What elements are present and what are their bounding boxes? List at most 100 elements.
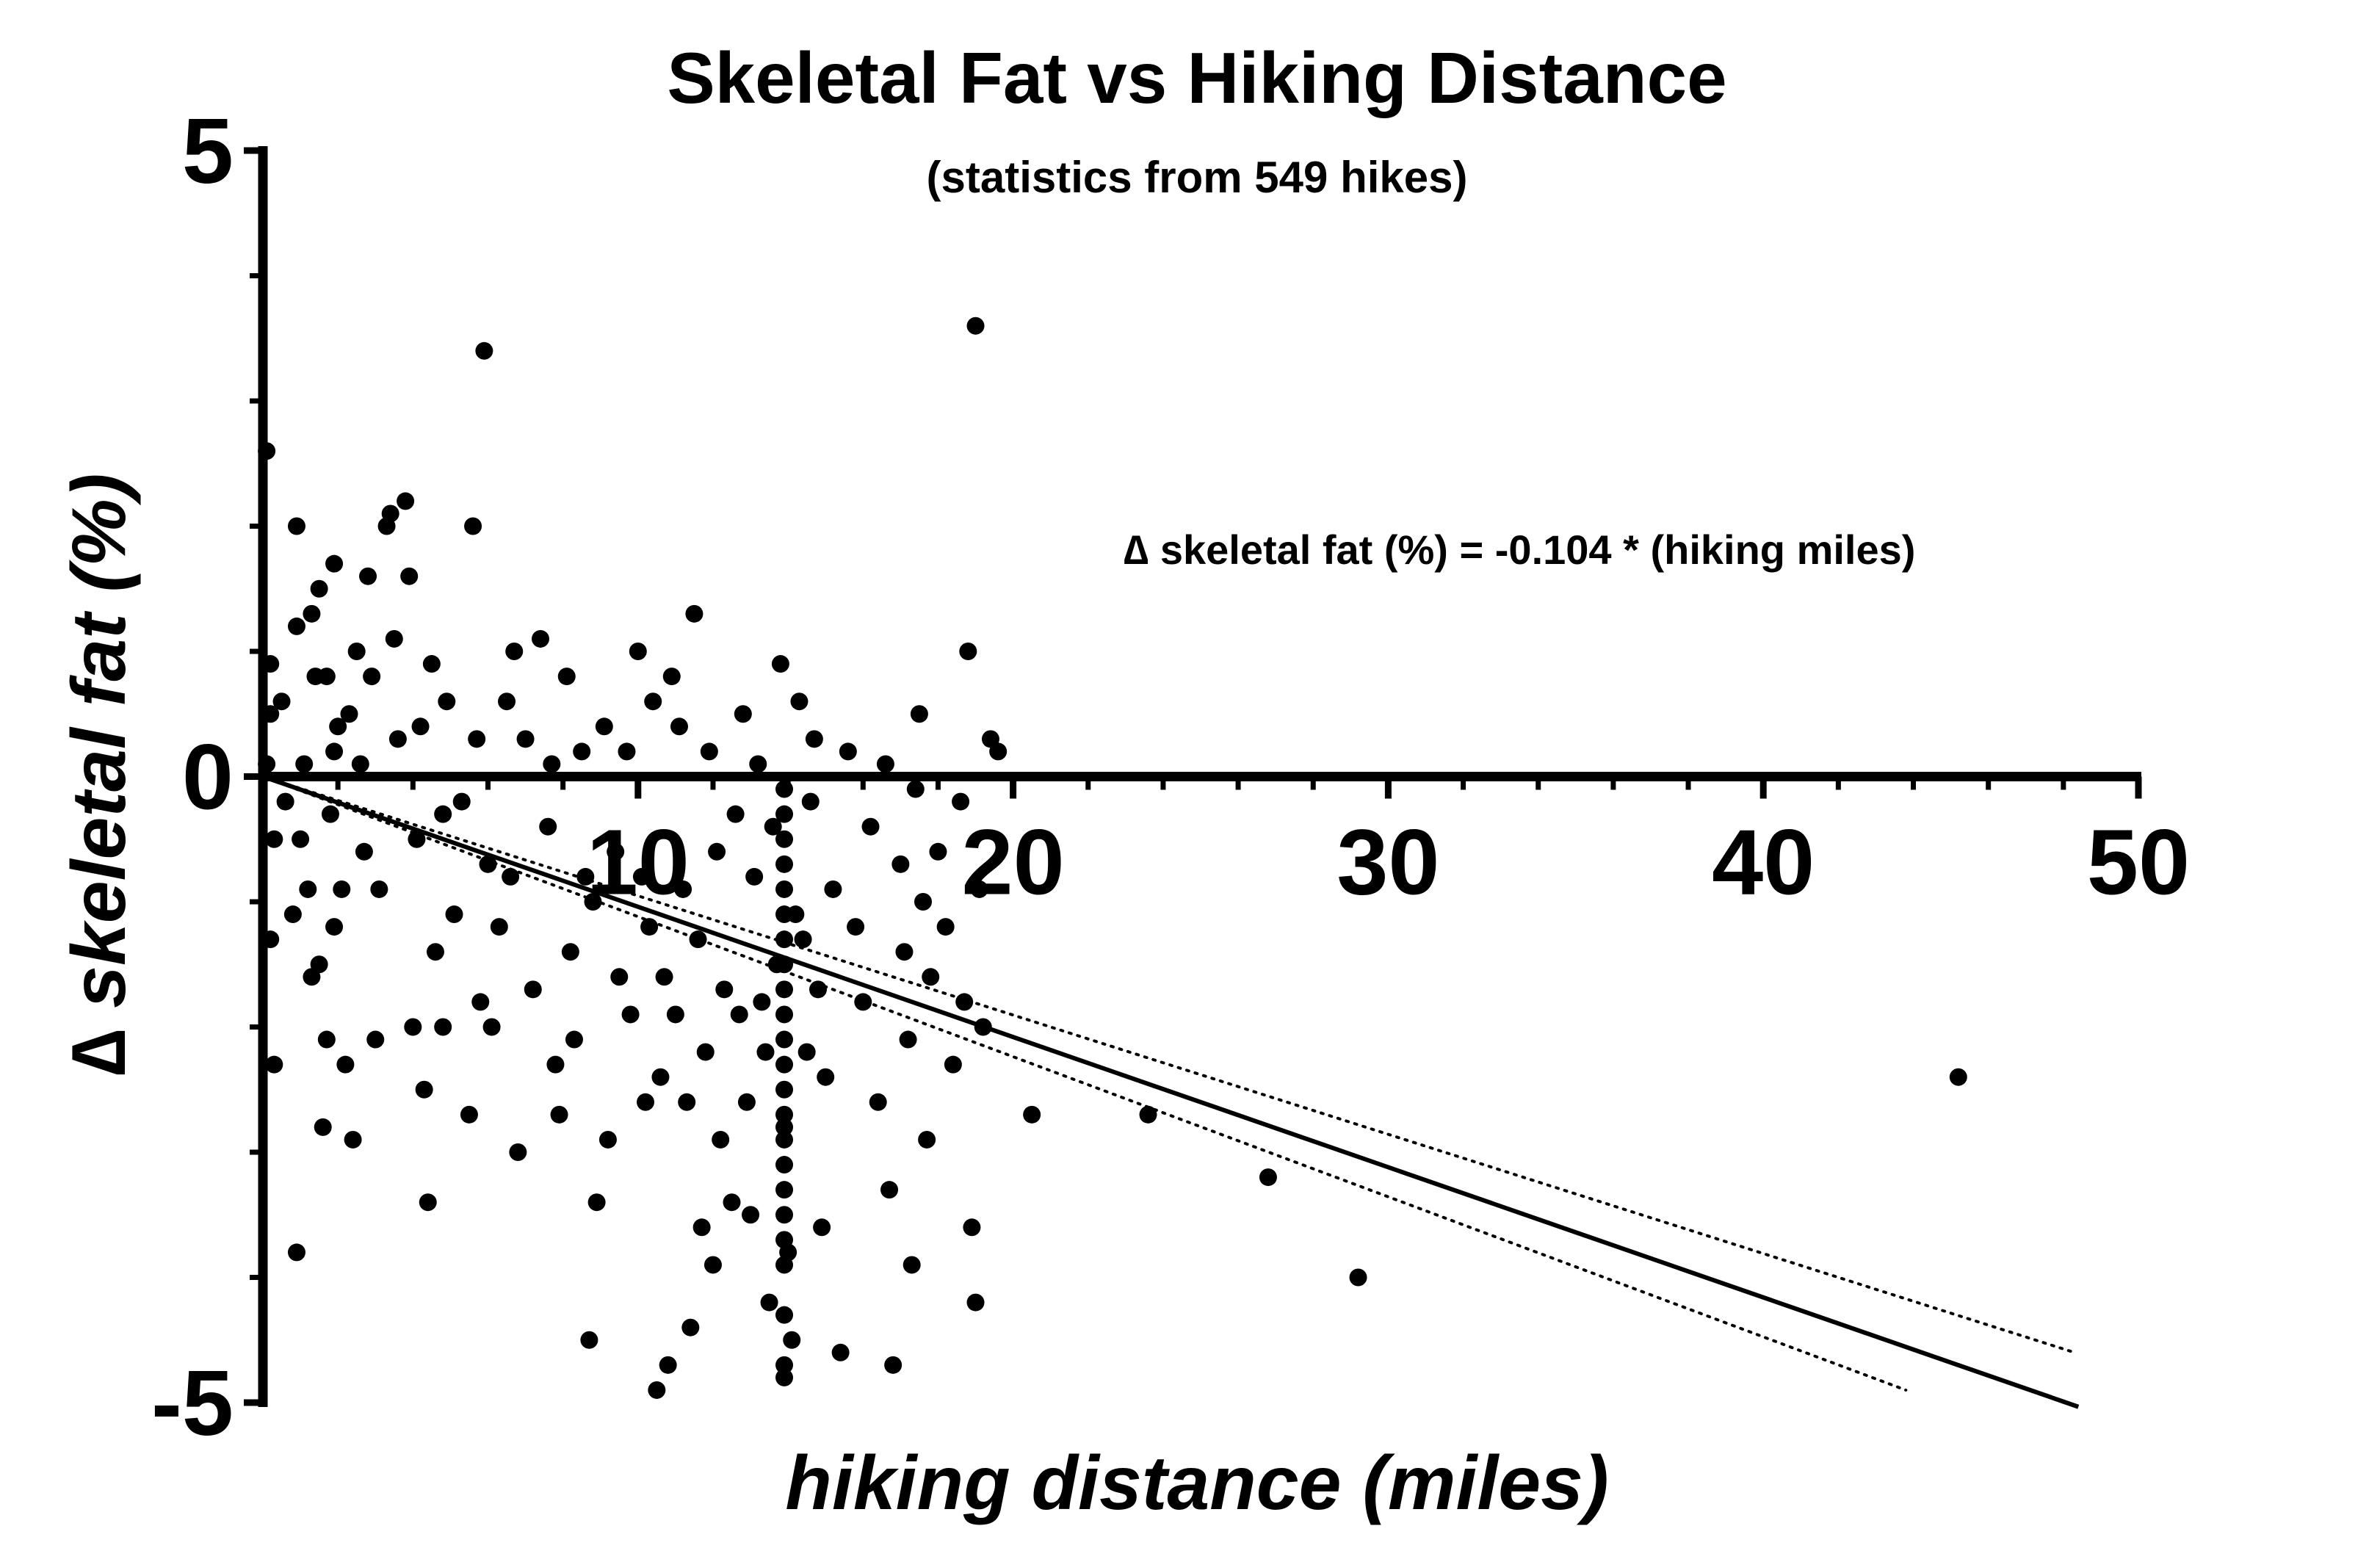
data-point (712, 1130, 730, 1149)
data-point (974, 1018, 992, 1036)
data-point (355, 842, 373, 861)
data-point (595, 717, 613, 736)
data-point (464, 517, 482, 535)
data-point (385, 629, 403, 648)
data-point (471, 993, 490, 1011)
data-point (929, 842, 947, 861)
y-tick-label: 5 (182, 99, 234, 203)
chart-subtitle: (statistics from 549 hikes) (927, 153, 1468, 202)
data-point (351, 755, 369, 773)
data-point (314, 1118, 332, 1136)
y-axis-label: ∆ skeletal fat (%) (57, 474, 142, 1077)
data-point (303, 604, 321, 623)
x-tick-label: 10 (587, 811, 690, 914)
data-point (317, 668, 336, 686)
data-point (1349, 1268, 1367, 1287)
data-point (775, 805, 794, 823)
data-point (715, 980, 734, 999)
data-point (775, 1080, 794, 1099)
data-point (632, 867, 651, 886)
data-point (452, 792, 471, 811)
data-point (445, 905, 463, 924)
x-tick-label: 50 (2087, 811, 2190, 914)
data-point (479, 855, 497, 873)
data-point (869, 1093, 887, 1111)
data-point (723, 1193, 741, 1212)
data-point (388, 730, 407, 748)
data-point (363, 668, 381, 686)
data-point (539, 817, 557, 836)
data-point (876, 755, 894, 773)
data-point (775, 1256, 794, 1274)
data-point (258, 755, 276, 773)
data-point (366, 1030, 385, 1049)
data-point (516, 730, 535, 748)
data-point (678, 1093, 696, 1111)
data-point (621, 1005, 640, 1024)
data-point (854, 993, 872, 1011)
data-point (1259, 1168, 1277, 1187)
data-point (438, 692, 456, 711)
data-point (426, 943, 444, 961)
data-point (1139, 1105, 1157, 1124)
data-point (272, 692, 291, 711)
data-point (561, 943, 579, 961)
data-point (640, 918, 659, 936)
y-tick-label: -5 (151, 1351, 234, 1455)
data-point (655, 968, 673, 986)
data-point (801, 792, 820, 811)
data-point (775, 855, 794, 873)
x-tick-label: 30 (1337, 811, 1439, 914)
data-point (959, 643, 977, 660)
regression-line-group (262, 774, 2080, 1409)
data-point (775, 830, 794, 848)
data-point (914, 893, 933, 911)
data-point (310, 955, 328, 974)
confidence-band-lower (261, 775, 1908, 1392)
data-point (906, 780, 925, 798)
data-point (952, 792, 970, 811)
data-point (696, 1043, 715, 1061)
data-point (775, 1306, 794, 1324)
data-point (734, 705, 752, 723)
data-point (498, 692, 516, 711)
data-point (775, 1105, 794, 1124)
data-point (261, 930, 280, 949)
data-point (347, 643, 366, 660)
data-point (989, 742, 1008, 761)
data-point (587, 1193, 606, 1212)
y-tick-label: 0 (182, 726, 234, 829)
data-point (662, 668, 681, 686)
data-point (861, 817, 880, 836)
data-point (505, 643, 524, 660)
data-point (970, 880, 988, 898)
data-point (753, 993, 771, 1011)
data-point (775, 880, 794, 898)
data-point (749, 755, 767, 773)
data-point (299, 880, 317, 898)
data-point (895, 943, 914, 961)
x-axis-label: hiking distance (miles) (785, 1441, 1608, 1526)
regression-equation: ∆ skeletal fat (%) = -0.104 * (hiking mi… (1124, 527, 1915, 573)
data-point (884, 1356, 903, 1374)
regression-line (262, 774, 2080, 1409)
data-point (775, 1055, 794, 1074)
data-point (760, 1293, 778, 1312)
data-point (670, 717, 688, 736)
x-tick-label: 40 (1712, 811, 1815, 914)
data-point (839, 742, 857, 761)
data-point (422, 655, 441, 673)
data-point (648, 1381, 666, 1399)
data-point (775, 1030, 794, 1049)
data-point (434, 1018, 452, 1036)
data-point (265, 830, 283, 848)
data-point (775, 1206, 794, 1224)
data-point (1949, 1068, 1967, 1086)
data-point (891, 855, 910, 873)
data-point (756, 1043, 775, 1061)
data-point (775, 980, 794, 999)
axes (244, 146, 2142, 1407)
data-point (783, 1331, 801, 1349)
data-point (573, 742, 591, 761)
